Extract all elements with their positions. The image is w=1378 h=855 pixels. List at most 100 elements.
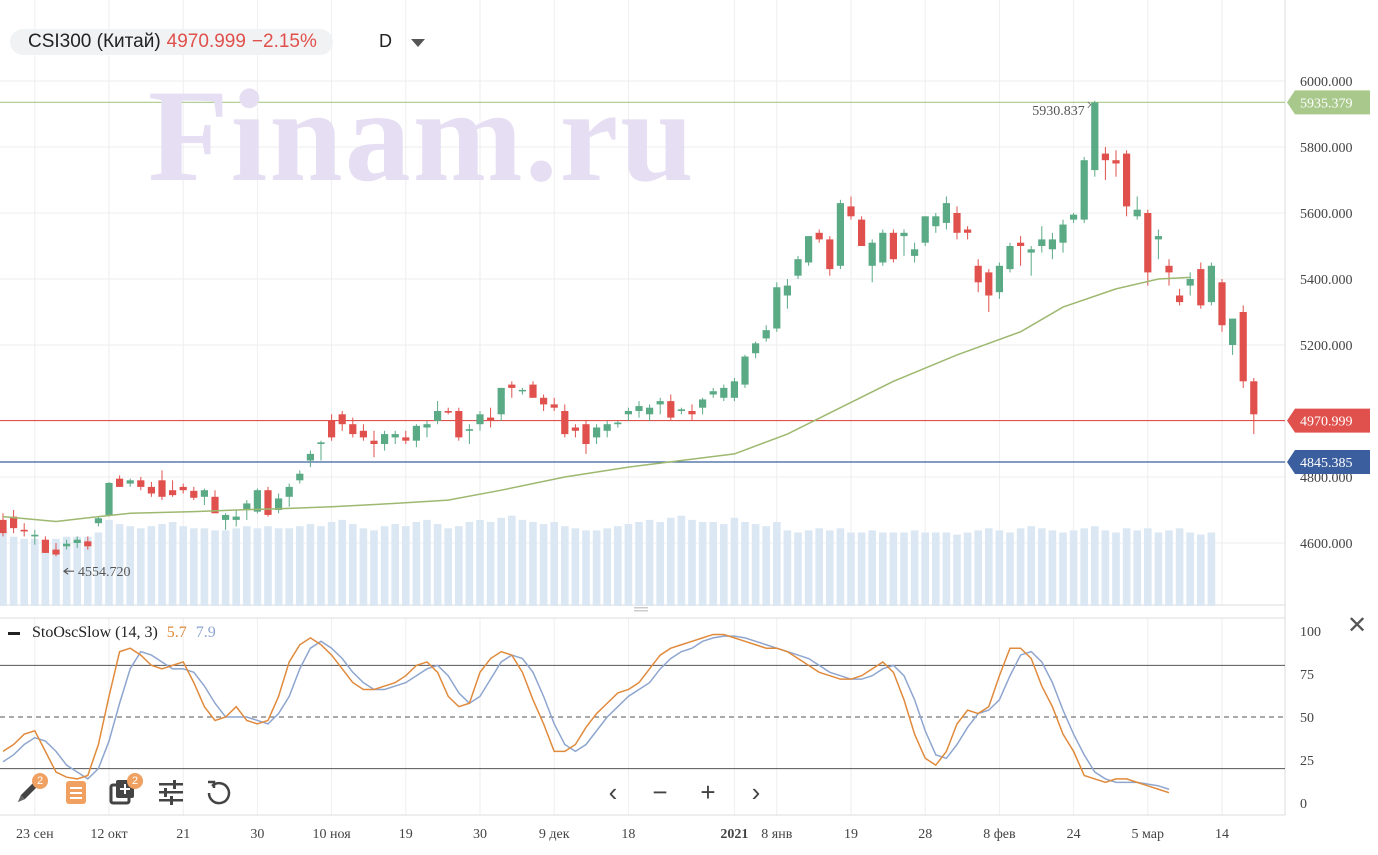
moving-average-line	[2, 276, 1191, 523]
list-button[interactable]	[56, 772, 96, 812]
time-tick-label: 14	[1215, 827, 1229, 842]
symbol-name: CSI300 (Китай)	[28, 31, 161, 52]
candle-body	[1250, 381, 1258, 415]
candle-body	[444, 411, 452, 413]
volume-bar	[645, 519, 654, 606]
candle-body	[381, 434, 389, 444]
minimize-icon[interactable]	[8, 631, 20, 635]
volume-bar	[306, 524, 315, 606]
candle	[190, 486, 198, 501]
volume-bar	[158, 524, 166, 606]
time-tick-label: 9 дек	[539, 827, 570, 842]
volume-bar	[942, 532, 951, 606]
interval-selector[interactable]: D	[379, 31, 392, 51]
indicator-k-value: 5.7	[166, 624, 187, 641]
volume-bar	[963, 532, 972, 606]
candle-body	[126, 480, 134, 484]
candle-body	[508, 384, 516, 388]
candle-body	[349, 424, 357, 435]
volume-bar	[1207, 532, 1216, 606]
scroll-left-button[interactable]: ‹	[608, 776, 618, 807]
time-tick-label: 5 мар	[1132, 827, 1164, 842]
zoom-out-button[interactable]: −	[652, 776, 668, 807]
reset-button[interactable]	[199, 772, 239, 812]
indicator-d-value: 7.9	[195, 624, 216, 641]
candle-body	[995, 265, 1003, 293]
volume-bar	[0, 532, 7, 606]
sliders-icon	[159, 780, 183, 805]
candle-body	[222, 514, 230, 520]
draw-tool-button[interactable]: 2	[8, 772, 48, 812]
volume-bar	[1175, 528, 1184, 606]
candle	[179, 483, 187, 494]
price-badge-shape	[1287, 90, 1370, 115]
candle-body	[624, 411, 632, 415]
time-tick-label: 12 окт	[90, 827, 127, 842]
volume-bar	[1154, 532, 1163, 606]
candle-body	[879, 232, 887, 263]
candle-body	[52, 549, 60, 555]
price-badge-label: 4845.385	[1300, 456, 1353, 471]
layers-button[interactable]: 2	[103, 772, 143, 812]
candle-body	[921, 216, 929, 243]
volume-bar	[94, 532, 103, 606]
time-tick-label: 19	[844, 827, 858, 842]
volume-bar	[137, 528, 145, 606]
candle	[942, 196, 950, 230]
candle	[381, 430, 389, 451]
candle-body	[1070, 214, 1078, 220]
candle-body	[370, 440, 378, 444]
candle-body	[741, 356, 749, 385]
candle	[762, 325, 770, 342]
volume-bar	[232, 528, 240, 606]
high-price-badge: 5935.379	[1287, 90, 1370, 115]
volume-bar	[296, 526, 304, 606]
volume-bar	[667, 517, 675, 606]
candle-body	[667, 401, 675, 418]
candle	[1144, 209, 1152, 286]
volume-bar	[603, 528, 611, 606]
close-icon[interactable]: ✕	[1347, 612, 1368, 639]
volume-bar	[200, 528, 209, 606]
candle	[593, 424, 601, 444]
candle	[911, 242, 919, 263]
volume-bar	[1027, 526, 1035, 606]
volume-bar	[1038, 528, 1046, 606]
chevron-down-icon[interactable]	[411, 39, 425, 47]
candle-body	[688, 411, 696, 415]
time-tick-label: 30	[473, 827, 487, 842]
candle	[211, 490, 219, 514]
candle	[105, 481, 113, 517]
settings-button[interactable]	[151, 772, 191, 812]
volume-bar	[773, 522, 781, 606]
volume-bar	[804, 530, 813, 606]
candle	[158, 470, 166, 501]
candle	[169, 480, 177, 497]
volume-bar	[571, 528, 580, 606]
candle-body	[285, 486, 293, 497]
oscillator-pane: 100 75 50 25 0	[0, 625, 1321, 812]
candle-body	[656, 401, 664, 405]
candle-body	[635, 406, 643, 411]
volume-series	[0, 515, 1216, 606]
candle	[1186, 272, 1194, 296]
candle	[476, 411, 484, 431]
candle	[1207, 262, 1215, 306]
candle-body	[889, 232, 897, 260]
candle-body	[84, 541, 92, 547]
scroll-right-button[interactable]: ›	[751, 776, 761, 807]
candle	[540, 394, 548, 411]
oscillator-level-label: 0	[1300, 797, 1307, 812]
candle	[497, 387, 505, 421]
price-badge-shape	[1287, 408, 1370, 433]
zoom-in-button[interactable]: +	[700, 776, 716, 807]
symbol-info[interactable]: CSI300 (Китай) 4970.999 −2.15%	[10, 29, 333, 55]
time-tick-label: 21	[176, 827, 190, 842]
volume-bar	[402, 526, 410, 606]
candle-body	[911, 249, 919, 256]
candle	[561, 404, 569, 438]
candle	[1154, 229, 1162, 260]
time-tick-label: 30	[250, 827, 264, 842]
candle-body	[20, 529, 28, 532]
